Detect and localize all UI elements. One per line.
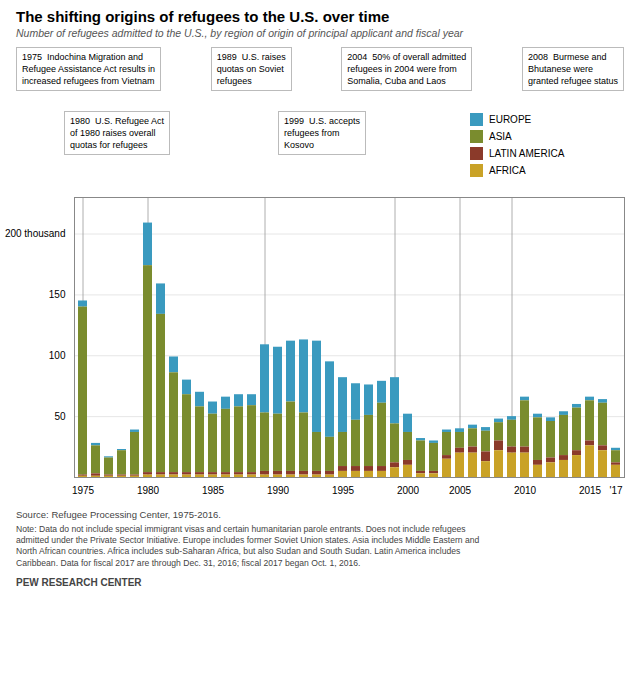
html-text:1980 U.S. Refugee Act of 1980: 1980 U.S. Refugee Act of 1980 raises ove… [70,116,165,151]
svg-text:2000: 2000 [397,485,420,496]
svg-text:100: 100 [49,350,66,361]
svg-text:50: 50 [54,411,66,422]
svg-text:1975: 1975 [72,485,95,496]
html-text:PEW RESEARCH CENTER: PEW RESEARCH CENTER [16,576,142,588]
html-text:1999 U.S. accepts refugees fro: 1999 U.S. accepts refugees from Kosovo [284,116,360,151]
html-text:1975 Indochina Migration and R: 1975 Indochina Migration and Refugee Ass… [22,52,156,87]
svg-text:1990: 1990 [267,485,290,496]
html-text:EUROPE: EUROPE [489,114,532,125]
svg-text:1995: 1995 [332,485,355,496]
html-text:Source: Refugee Processing Cen: Source: Refugee Processing Center, 1975-… [16,509,221,520]
html-text:Number of refugees admitted to: Number of refugees admitted to the U.S.,… [16,27,464,39]
html-text:LATIN AMERICA: LATIN AMERICA [489,148,565,159]
html-text:1989 U.S. raises quotas on Sov: 1989 U.S. raises quotas on Soviet refuge… [216,52,286,87]
svg-text:2010: 2010 [514,485,537,496]
svg-text:2005: 2005 [449,485,472,496]
svg-text:150: 150 [49,289,66,300]
html-text:Note: Data do not include spec: Note: Data do not include special immigr… [16,524,480,568]
svg-text:'17: '17 [609,485,622,496]
svg-text:1985: 1985 [202,485,225,496]
svg-text:200 thousand: 200 thousand [5,228,66,239]
svg-text:1980: 1980 [137,485,160,496]
html-text:2008 Burmese and Bhutanese wer: 2008 Burmese and Bhutanese were granted … [527,52,618,87]
html-text:AFRICA: AFRICA [489,165,526,176]
svg-text:2015: 2015 [579,485,602,496]
html-text:2004 50% of overall admitted r: 2004 50% of overall admitted refugees in… [347,52,467,87]
html-text:The shifting origins of refuge: The shifting origins of refugees to the … [16,8,390,25]
html-text:ASIA: ASIA [489,131,512,142]
